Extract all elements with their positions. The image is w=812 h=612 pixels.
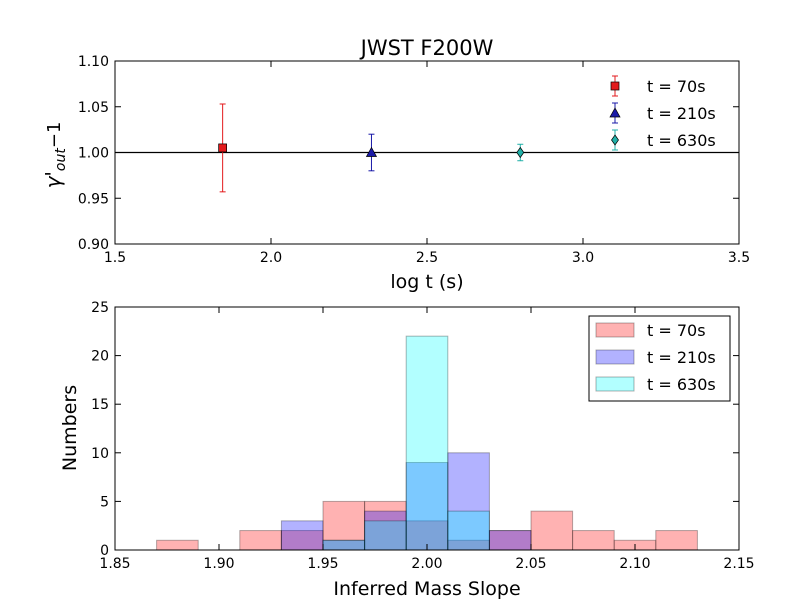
top-legend: t = 70s t = 210s t = 630s [609, 75, 716, 151]
legend-box [588, 315, 731, 402]
ylabel-main: γ' [41, 171, 65, 188]
legend-label: t = 630s [647, 131, 716, 150]
top-y-tick-label: 1.00 [78, 146, 109, 162]
data-point [516, 146, 525, 159]
histogram-bar [405, 462, 449, 551]
histogram-bar [655, 530, 698, 551]
top-x-tick-label: 1.5 [104, 250, 126, 266]
legend-label: t = 210s [647, 348, 716, 367]
histogram-bar [156, 539, 199, 551]
bottom-x-tick-label: 2.15 [723, 556, 754, 572]
top-x-tick-label: 3.5 [728, 250, 750, 266]
bottom-x-tick-label: 2.10 [619, 556, 650, 572]
top-y-ticks: 0.90 0.95 1.00 1.05 1.10 [78, 54, 739, 253]
top-y-tick-label: 1.10 [78, 54, 109, 70]
histogram-bar [364, 520, 407, 551]
histogram-bar [530, 510, 574, 551]
top-x-tick-label: 2.5 [416, 250, 438, 266]
top-points [218, 103, 525, 193]
bottom-y-tick-label: 5 [100, 494, 109, 510]
bottom-x-tick-label: 1.95 [307, 556, 338, 572]
histogram-bar [447, 510, 490, 551]
legend-label: t = 70s [647, 77, 706, 96]
legend-label: t = 210s [647, 104, 716, 123]
top-x-ticks: 1.5 2.0 2.5 3.0 3.5 [104, 61, 750, 266]
top-x-tick-label: 2.0 [260, 250, 282, 266]
histogram-bar [572, 530, 615, 551]
histogram-bar [322, 539, 366, 551]
top-x-tick-label: 3.0 [572, 250, 594, 266]
bottom-y-ticks: 0 5 10 15 20 25 [91, 300, 739, 559]
bottom-x-tick-label: 2.05 [515, 556, 546, 572]
legend-swatch [595, 376, 635, 392]
legend-marker [609, 107, 621, 118]
bottom-legend: t = 70s t = 210s t = 630s [588, 315, 731, 402]
bottom-x-tick-label: 1.85 [99, 556, 130, 572]
top-y-axis-label: γ'out−1 [41, 122, 69, 189]
top-plot-frame [114, 60, 740, 245]
ylabel-sub: out [53, 148, 69, 171]
bottom-plot-frame [114, 306, 740, 551]
legend-label: t = 70s [647, 321, 706, 340]
data-point [365, 146, 378, 157]
legend-marker [611, 134, 619, 146]
bottom-y-tick-label: 25 [91, 300, 109, 316]
bottom-x-tick-label: 2.00 [411, 556, 442, 572]
top-y-axis-label-text: γ'out−1 [41, 122, 69, 189]
legend-label: t = 630s [647, 375, 716, 394]
bottom-y-tick-label: 10 [91, 446, 109, 462]
bottom-y-tick-label: 15 [91, 397, 109, 413]
top-panel: JWST F200W 1.5 2.0 2.5 3.0 3.5 0.900.951.001… [41, 36, 750, 293]
histogram-bar [364, 510, 407, 551]
histogram-bar [405, 335, 449, 551]
top-y-tick-label: 0.95 [78, 191, 109, 207]
bottom-x-axis-label: Inferred Mass Slope [333, 578, 520, 600]
legend-swatch [595, 322, 635, 338]
bottom-panel: 1.85 1.90 1.95 2.00 2.05 2.10 2.15 0510152025 … [59, 300, 755, 600]
bottom-y-tick-label: 20 [91, 349, 109, 365]
histogram-bar [447, 452, 490, 551]
histogram-bar [364, 500, 407, 551]
ylabel-tail: −1 [44, 122, 65, 149]
chart-title: JWST F200W [359, 36, 494, 60]
top-x-axis-label: log t (s) [390, 271, 463, 293]
top-y-tick-label: 0.90 [78, 237, 109, 253]
histogram-bar [280, 520, 324, 551]
legend-marker [610, 81, 620, 91]
top-y-tick-label: 1.05 [78, 100, 109, 116]
data-point [218, 143, 227, 153]
histogram-bar [239, 530, 282, 551]
legend-swatch [595, 349, 635, 365]
histogram-bar [488, 530, 532, 551]
histogram-bar [322, 500, 366, 551]
bottom-x-tick-label: 1.90 [203, 556, 234, 572]
bottom-y-axis-label: Numbers [59, 385, 81, 471]
bottom-y-tick-label: 0 [100, 543, 109, 559]
